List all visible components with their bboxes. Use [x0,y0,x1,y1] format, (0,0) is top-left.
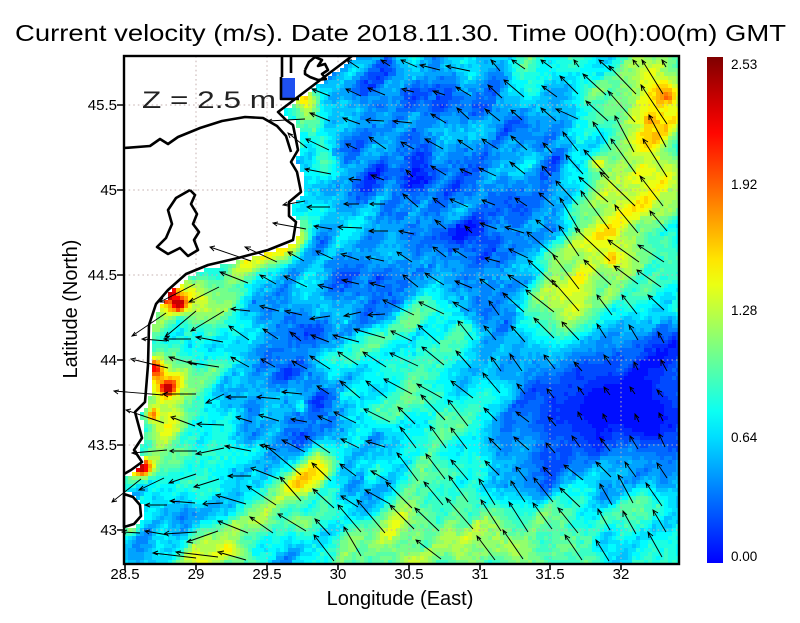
svg-text:Current velocity (m/s). Date 2: Current velocity (m/s). Date 2018.11.30.… [15,20,786,46]
svg-text:45: 45 [100,182,117,199]
svg-text:45.5: 45.5 [88,97,117,114]
svg-text:Z = 2.5 m: Z = 2.5 m [142,87,276,114]
svg-text:2.53: 2.53 [731,57,757,72]
svg-text:31: 31 [472,566,489,583]
svg-text:Latitude (North): Latitude (North) [60,240,82,379]
svg-text:28.5: 28.5 [110,566,139,583]
svg-text:0.00: 0.00 [731,549,757,564]
svg-text:43: 43 [100,522,117,539]
svg-text:30.5: 30.5 [394,566,423,583]
svg-text:29: 29 [188,566,205,583]
svg-text:Longitude (East): Longitude (East) [327,588,474,610]
svg-text:32: 32 [613,566,630,583]
svg-text:1.92: 1.92 [731,177,757,192]
svg-text:29.5: 29.5 [252,566,281,583]
svg-text:1.28: 1.28 [731,303,757,318]
svg-text:44: 44 [100,352,117,369]
svg-text:0.64: 0.64 [731,430,758,445]
svg-text:30: 30 [330,566,347,583]
svg-text:43.5: 43.5 [88,437,117,454]
svg-text:44.5: 44.5 [88,267,117,284]
svg-text:31.5: 31.5 [535,566,564,583]
